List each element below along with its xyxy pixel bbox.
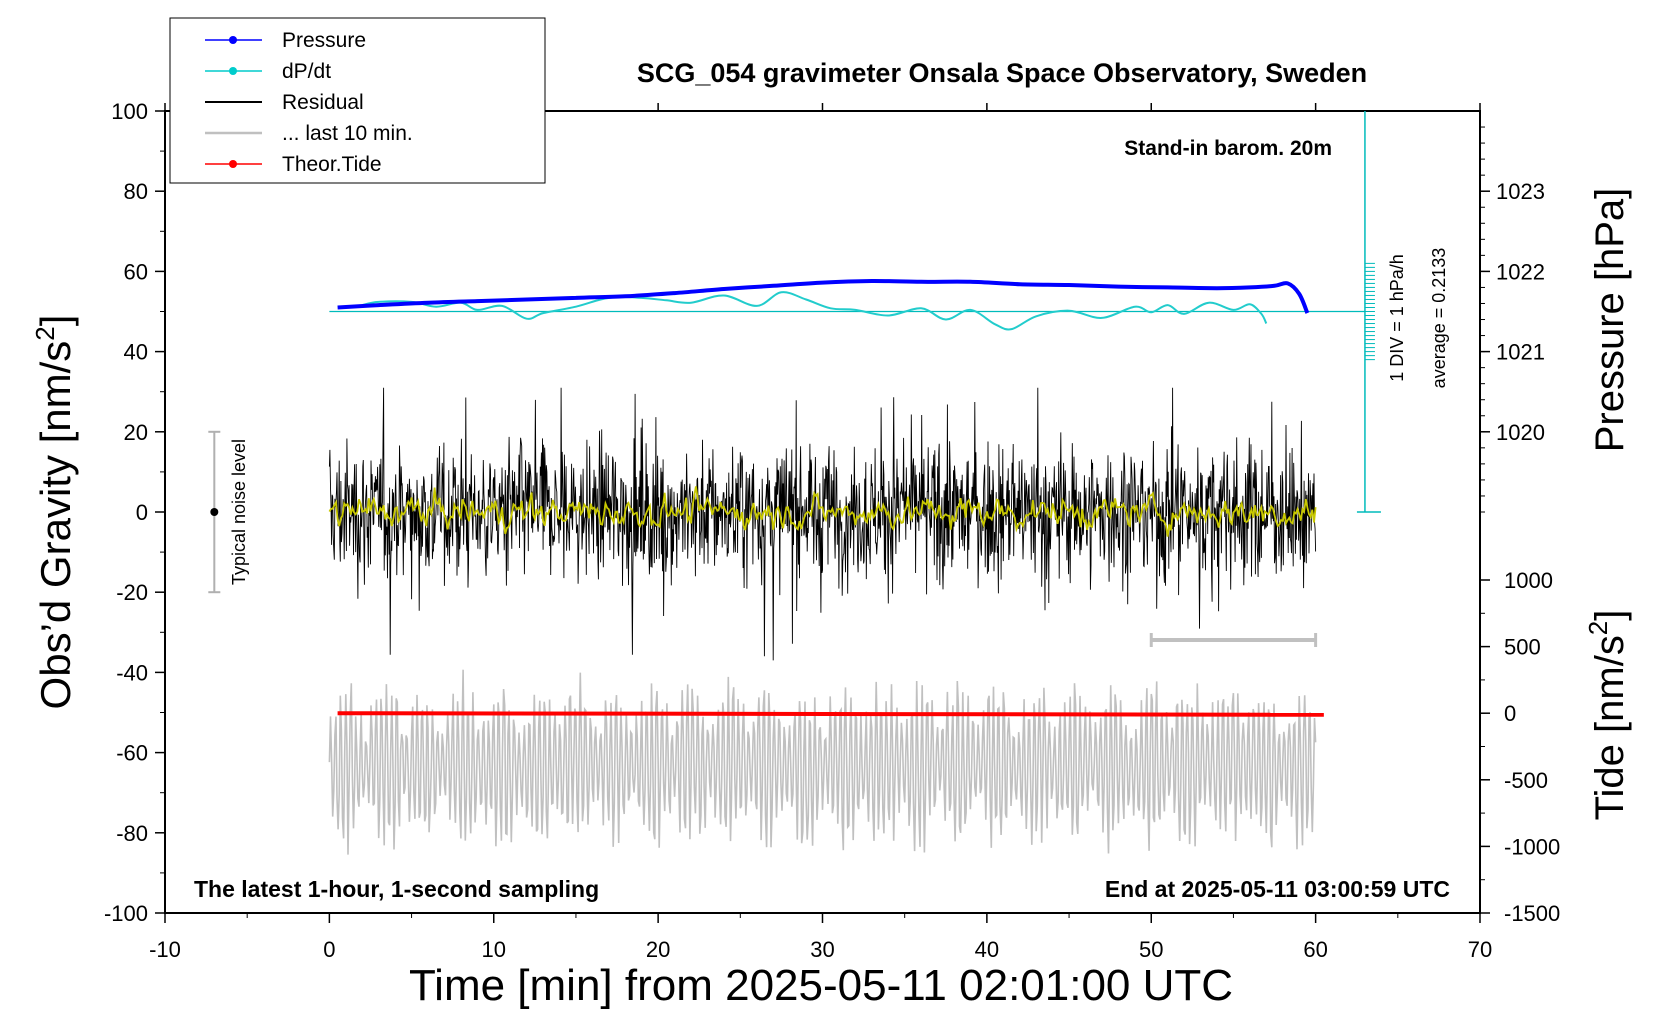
x-tick-label: 50 bbox=[1139, 937, 1163, 962]
pressure-tick-label: 1023 bbox=[1496, 179, 1545, 204]
tide-tick-label: 1000 bbox=[1504, 568, 1553, 593]
y-right-tide-label-main: Tide [nm/s bbox=[1588, 635, 1632, 820]
x-tick-label: 30 bbox=[810, 937, 834, 962]
y-tick-label: 80 bbox=[124, 179, 148, 204]
tide-tick-label: -500 bbox=[1504, 768, 1548, 793]
legend-marker bbox=[229, 67, 237, 75]
y-right-tide-ticks: 1000 500 0 -500 -1000 -1500 bbox=[1480, 568, 1560, 926]
bottom-right-note: End at 2025-05-11 03:00:59 UTC bbox=[1105, 876, 1450, 902]
legend-marker bbox=[229, 36, 237, 44]
stand-in-barometer-note: Stand-in barom. 20m bbox=[1124, 137, 1332, 160]
x-tick-label: -10 bbox=[149, 937, 181, 962]
legend-label: Theor.Tide bbox=[282, 153, 382, 176]
y-tick-label: 100 bbox=[111, 99, 148, 124]
series-group bbox=[208, 278, 1365, 855]
bottom-left-note: The latest 1-hour, 1-second sampling bbox=[194, 876, 599, 902]
legend-box bbox=[169, 17, 546, 184]
y-tick-label: -100 bbox=[104, 901, 148, 926]
y-left-label-sup: 2 bbox=[30, 326, 60, 340]
pressure-tick-label: 1022 bbox=[1496, 259, 1545, 284]
x-tick-label: 20 bbox=[646, 937, 670, 962]
legend-label: dP/dt bbox=[282, 60, 331, 83]
x-axis-label: Time [min] from 2025-05-11 02:01:00 UTC bbox=[409, 961, 1233, 1010]
theor-tide-line bbox=[337, 711, 1324, 717]
dpdt-line bbox=[362, 291, 1268, 331]
legend-label: Residual bbox=[282, 91, 364, 114]
y-left-axis-ticks: 100 80 60 40 20 0 -20 -40 -60 -80 -100 bbox=[104, 99, 165, 926]
y-tick-label: 40 bbox=[124, 340, 148, 365]
pressure-tick-label: 1021 bbox=[1496, 340, 1545, 365]
y-right-pressure-ticks: 1023 1022 1021 1020 bbox=[1480, 126, 1545, 513]
noise-level-note: Typical noise level bbox=[229, 439, 249, 585]
legend: Pressure dP/dt Residual ... last 10 min. The… bbox=[169, 17, 546, 184]
legend-label: Pressure bbox=[282, 29, 366, 52]
chart-title: SCG_054 gravimeter Onsala Space Observat… bbox=[637, 58, 1367, 88]
y-right-tide-label-end: ] bbox=[1588, 610, 1632, 621]
y-tick-label: -40 bbox=[116, 660, 148, 685]
legend-label: ... last 10 min. bbox=[282, 122, 413, 145]
pressure-line bbox=[337, 278, 1310, 314]
y-tick-label: 0 bbox=[136, 500, 148, 525]
noise-level-dot bbox=[210, 508, 219, 516]
x-tick-label: 0 bbox=[323, 937, 335, 962]
y-right-tide-label-sup: 2 bbox=[1583, 621, 1613, 635]
legend-marker bbox=[229, 160, 237, 168]
y-left-label-main: Obs’d Gravity [nm/s bbox=[32, 341, 79, 710]
x-tick-label: 40 bbox=[975, 937, 999, 962]
y-tick-label: 20 bbox=[124, 420, 148, 445]
y-tick-label: -60 bbox=[116, 741, 148, 766]
pressure-tick-label: 1020 bbox=[1496, 420, 1545, 445]
y-tick-label: -80 bbox=[116, 821, 148, 846]
y-tick-label: -20 bbox=[116, 580, 148, 605]
tide-tick-label: -1000 bbox=[1504, 834, 1560, 859]
y-right-pressure-label: Pressure [hPa] bbox=[1588, 188, 1632, 453]
tide-tick-label: 500 bbox=[1504, 635, 1541, 660]
dpdt-div-note: 1 DIV = 1 hPa/h bbox=[1387, 254, 1407, 382]
x-tick-label: 60 bbox=[1303, 937, 1327, 962]
tide-tick-label: 0 bbox=[1504, 701, 1516, 726]
legend-entries: Pressure dP/dt Residual ... last 10 min. The… bbox=[205, 29, 413, 176]
x-axis-ticks: -10 0 10 20 30 40 50 60 70 bbox=[149, 103, 1492, 962]
tide-tick-label: -1500 bbox=[1504, 901, 1560, 926]
y-left-axis-label: Obs’d Gravity [nm/s2] bbox=[30, 315, 79, 710]
x-tick-label: 10 bbox=[482, 937, 506, 962]
residual-smoothed-line bbox=[328, 486, 1317, 537]
y-right-tide-label: Tide [nm/s2] bbox=[1583, 610, 1632, 821]
x-tick-label: 70 bbox=[1468, 937, 1492, 962]
y-left-label-end: ] bbox=[32, 315, 79, 327]
last10min-line bbox=[328, 669, 1317, 855]
dpdt-average-note: average = 0.2133 bbox=[1429, 248, 1449, 389]
residual-line bbox=[328, 387, 1317, 661]
y-tick-label: 60 bbox=[124, 259, 148, 284]
